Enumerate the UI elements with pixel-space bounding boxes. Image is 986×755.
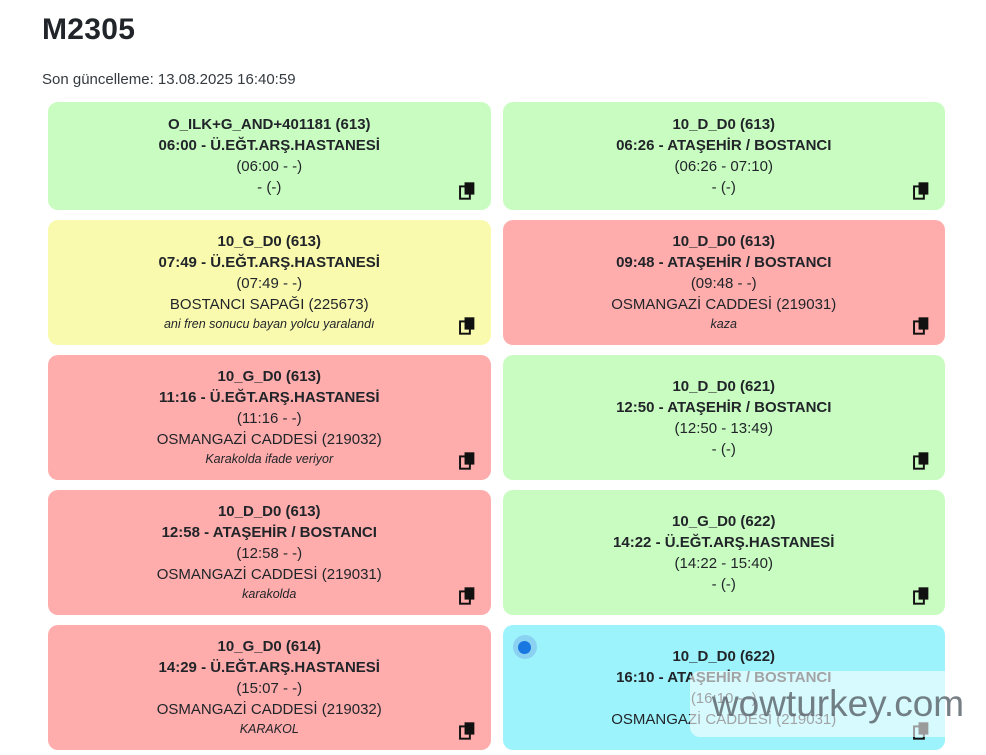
trip-note: KARAKOL [239, 722, 299, 736]
copy-button[interactable] [457, 584, 477, 606]
copy-icon [458, 451, 476, 470]
copy-icon [912, 316, 930, 335]
trip-location: - (-) [711, 179, 736, 196]
trip-times: (11:16 - -) [236, 410, 302, 427]
trip-times: (12:50 - 13:49) [674, 419, 773, 437]
active-trip-indicator [512, 635, 537, 659]
trip-card: O_ILK+G_AND+401181 (613) 06:00 - Ü.EĞT.A… [48, 102, 491, 210]
trip-location: BOSTANCI SAPAĞI (225673) [169, 296, 369, 313]
trip-location: - (-) [711, 575, 736, 593]
trip-code: 10_D_D0 (621) [672, 377, 776, 395]
trip-destination: 16:10 - ATAŞEHİR / BOSTANCI [616, 668, 832, 686]
copy-button[interactable] [457, 314, 477, 336]
copy-button[interactable] [911, 314, 931, 336]
trip-times: (15:07 - -) [236, 680, 303, 697]
trip-card: 10_D_D0 (613) 06:26 - ATAŞEHİR / BOSTANC… [502, 102, 945, 210]
trip-destination: 14:22 - Ü.EĞT.ARŞ.HASTANESİ [613, 533, 835, 551]
trip-card: 10_G_D0 (613) 11:16 - Ü.EĞT.ARŞ.HASTANES… [48, 355, 491, 480]
copy-icon [912, 451, 930, 470]
trip-code: O_ILK+G_AND+401181 (613) [167, 116, 371, 133]
trip-location: - (-) [257, 179, 282, 196]
trip-times: (06:26 - 07:10) [674, 158, 773, 175]
trip-destination: 12:58 - ATAŞEHİR / BOSTANCI [161, 524, 377, 541]
trip-card: 10_D_D0 (613) 12:58 - ATAŞEHİR / BOSTANC… [48, 490, 491, 615]
copy-icon [458, 721, 476, 740]
trip-card: 10_D_D0 (622) 16:10 - ATAŞEHİR / BOSTANC… [502, 625, 945, 750]
trip-note: kaza [710, 317, 737, 331]
trip-code: 10_G_D0 (622) [672, 512, 776, 530]
trip-destination: 07:49 - Ü.EĞT.ARŞ.HASTANESİ [158, 254, 380, 271]
trip-card: 10_D_D0 (621) 12:50 - ATAŞEHİR / BOSTANC… [502, 355, 945, 480]
trip-card: 10_D_D0 (613) 09:48 - ATAŞEHİR / BOSTANC… [502, 220, 945, 345]
trip-location: OSMANGAZİ CADDESİ (219031) [611, 710, 837, 728]
page-title: M2305 [42, 13, 136, 46]
trip-code: 10_D_D0 (613) [672, 233, 776, 250]
trip-times: (09:48 - -) [690, 275, 757, 292]
trip-code: 10_D_D0 (622) [672, 647, 776, 665]
trip-code: 10_D_D0 (613) [672, 116, 776, 133]
trip-location: OSMANGAZİ CADDESİ (219032) [156, 701, 382, 718]
trip-card: 10_G_D0 (622) 14:22 - Ü.EĞT.ARŞ.HASTANES… [502, 490, 945, 615]
trip-destination: 11:16 - Ü.EĞT.ARŞ.HASTANESİ [158, 389, 380, 406]
copy-icon [458, 181, 476, 200]
copy-button[interactable] [457, 719, 477, 741]
trip-location: OSMANGAZİ CADDESİ (219031) [156, 566, 382, 583]
trip-times: (16:10 - -) [690, 689, 757, 707]
trip-card: 10_G_D0 (614) 14:29 - Ü.EĞT.ARŞ.HASTANES… [48, 625, 491, 750]
trip-times: (06:00 - -) [236, 158, 303, 175]
trip-code: 10_G_D0 (613) [217, 368, 321, 385]
trip-times: (07:49 - -) [236, 275, 303, 292]
copy-button[interactable] [457, 449, 477, 471]
trip-location: OSMANGAZİ CADDESİ (219032) [156, 431, 382, 448]
copy-icon [458, 316, 476, 335]
trip-note: Karakolda ifade veriyor [205, 452, 334, 466]
trip-location: - (-) [711, 440, 736, 458]
trip-times: (12:58 - -) [236, 545, 303, 562]
trip-grid: O_ILK+G_AND+401181 (613) 06:00 - Ü.EĞT.A… [48, 102, 945, 750]
copy-button[interactable] [911, 584, 931, 606]
trip-destination: 06:00 - Ü.EĞT.ARŞ.HASTANESİ [158, 137, 380, 154]
copy-button[interactable] [911, 719, 931, 741]
trip-code: 10_G_D0 (614) [217, 638, 321, 655]
trip-destination: 12:50 - ATAŞEHİR / BOSTANCI [616, 398, 832, 416]
copy-icon [912, 586, 930, 605]
trip-card: 10_G_D0 (613) 07:49 - Ü.EĞT.ARŞ.HASTANES… [48, 220, 491, 345]
copy-icon [912, 181, 930, 200]
trip-code: 10_D_D0 (613) [217, 503, 321, 520]
last-update-text: Son güncelleme: 13.08.2025 16:40:59 [42, 71, 296, 88]
page-header: M2305 Son güncelleme: 13.08.2025 16:40:5… [0, 0, 986, 88]
trip-destination: 06:26 - ATAŞEHİR / BOSTANCI [616, 137, 832, 154]
trip-destination: 14:29 - Ü.EĞT.ARŞ.HASTANESİ [158, 659, 380, 676]
copy-icon [912, 721, 930, 740]
trip-code: 10_G_D0 (613) [217, 233, 321, 250]
trip-note: karakolda [242, 587, 297, 601]
copy-button[interactable] [457, 179, 477, 201]
copy-icon [458, 586, 476, 605]
trip-note: ani fren sonucu bayan yolcu yaralandı [163, 317, 375, 331]
trip-location: OSMANGAZİ CADDESİ (219031) [611, 296, 837, 313]
copy-button[interactable] [911, 179, 931, 201]
copy-button[interactable] [911, 449, 931, 471]
trip-destination: 09:48 - ATAŞEHİR / BOSTANCI [616, 254, 832, 271]
trip-times: (14:22 - 15:40) [674, 554, 773, 572]
